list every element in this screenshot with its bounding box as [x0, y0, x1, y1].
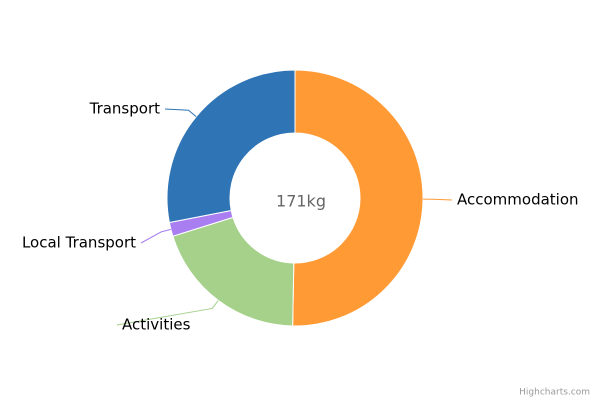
slice-label: Transport — [89, 100, 161, 118]
slice — [172, 216, 295, 327]
connector — [164, 108, 197, 118]
connector — [116, 300, 219, 326]
connector — [422, 198, 453, 201]
center-label: 171kg — [276, 192, 326, 211]
slice — [292, 69, 424, 327]
slice — [166, 69, 296, 224]
slice-label: Local Transport — [22, 234, 136, 252]
connector — [140, 228, 172, 244]
slice-label: Accommodation — [457, 191, 579, 209]
slice-label: Activities — [122, 316, 191, 334]
credits[interactable]: Highcharts.com — [519, 388, 590, 398]
